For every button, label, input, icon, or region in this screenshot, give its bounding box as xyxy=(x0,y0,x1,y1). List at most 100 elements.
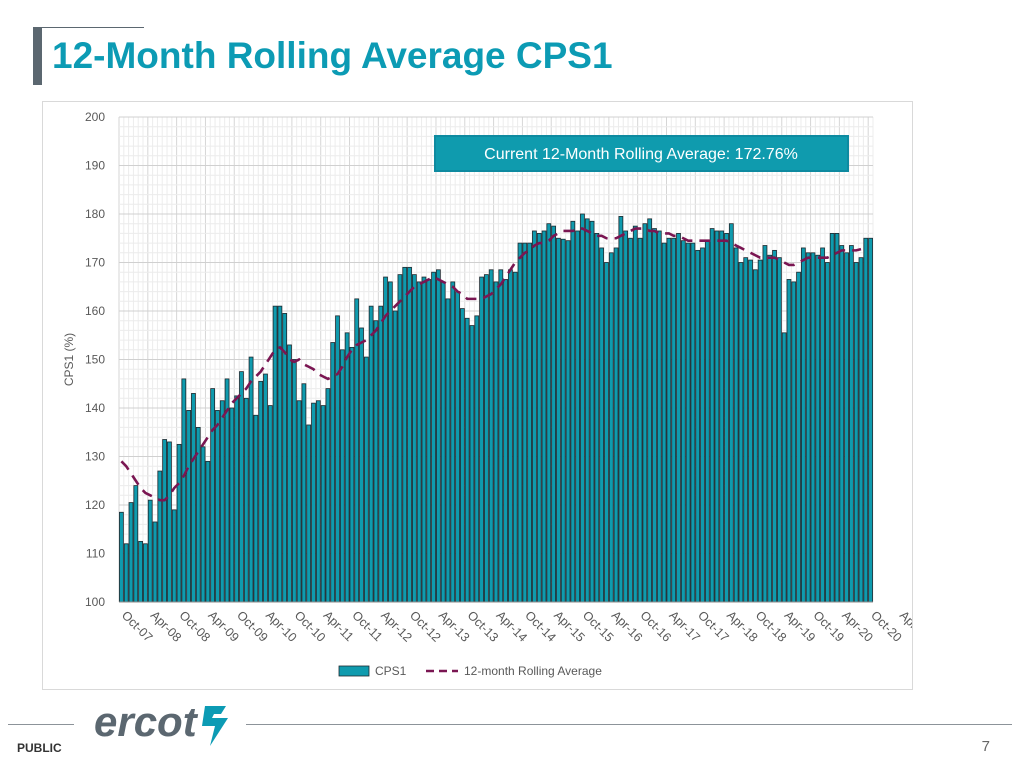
cps1-bar xyxy=(690,242,696,603)
x-tick-label: Oct-20 xyxy=(868,608,904,644)
cps1-bar xyxy=(488,269,494,603)
cps1-bar xyxy=(613,247,619,603)
cps1-bar xyxy=(685,242,691,603)
cps1-bar xyxy=(200,446,206,603)
x-tick-label: Oct-17 xyxy=(695,608,731,644)
cps1-bar xyxy=(479,276,484,603)
classification-label: PUBLIC xyxy=(17,741,62,755)
cps1-bar xyxy=(781,332,787,603)
cps1-bar xyxy=(263,373,268,603)
rolling-average-annotation: Current 12-Month Rolling Average: 172.76… xyxy=(434,135,849,172)
y-tick-label: 190 xyxy=(85,159,105,173)
cps1-bar xyxy=(589,220,595,603)
x-tick-label: Apr-17 xyxy=(666,608,702,644)
cps1-bar xyxy=(315,400,321,603)
x-tick-label: Oct-08 xyxy=(177,608,213,644)
x-tick-label: Oct-16 xyxy=(638,608,674,644)
legend-swatch-cps1 xyxy=(338,665,370,677)
page-number: 7 xyxy=(981,738,990,755)
x-tick-label: Apr-08 xyxy=(148,608,184,644)
cps1-bar xyxy=(724,232,729,603)
x-tick-label: Apr-14 xyxy=(493,608,529,644)
cps1-bar xyxy=(469,325,475,603)
cps1-bar xyxy=(805,252,811,603)
y-tick-label: 120 xyxy=(85,498,105,512)
x-tick-label: Apr-16 xyxy=(609,608,645,644)
x-tick-label: Oct-15 xyxy=(580,608,616,644)
cps1-bar xyxy=(584,218,590,603)
cps1-bar xyxy=(387,281,393,603)
cps1-bar xyxy=(748,259,753,603)
slide-title: 12-Month Rolling Average CPS1 xyxy=(52,35,613,76)
y-tick-label: 110 xyxy=(86,547,105,561)
cps1-bar xyxy=(849,245,854,603)
cps1-bar xyxy=(402,266,408,603)
cps1-bar xyxy=(796,271,801,603)
cps1-bar xyxy=(248,356,254,603)
cps1-bar xyxy=(728,223,734,603)
cps1-bar xyxy=(373,320,379,603)
title-accent-rule xyxy=(42,27,144,28)
x-tick-label: Apr-09 xyxy=(205,608,241,644)
ercot-logo: ercot xyxy=(94,700,228,746)
cps1-bar xyxy=(474,315,480,603)
y-tick-label: 170 xyxy=(85,256,105,270)
cps1-bar xyxy=(464,317,470,603)
cps1-bar xyxy=(392,310,398,603)
cps1-bar xyxy=(243,397,249,603)
cps1-bar xyxy=(157,470,163,603)
cps1-bar xyxy=(517,242,523,603)
cps1-bar xyxy=(503,279,508,603)
cps1-bar xyxy=(599,247,605,603)
cps1-bar xyxy=(267,405,273,603)
y-tick-label: 180 xyxy=(85,207,105,221)
cps1-bar xyxy=(330,342,336,603)
cps1-bar xyxy=(431,271,436,603)
cps1-bar xyxy=(311,402,316,603)
cps1-bar xyxy=(253,414,259,603)
cps1-bar xyxy=(176,443,182,603)
cps1-bar xyxy=(560,238,566,603)
cps1-bar xyxy=(618,216,624,603)
cps1-bar xyxy=(119,511,124,603)
cps1-bar xyxy=(527,242,532,603)
cps1-bar xyxy=(143,543,148,603)
cps1-bar xyxy=(575,230,581,603)
ercot-logo-text: ercot xyxy=(94,700,199,745)
cps1-bar xyxy=(210,388,216,603)
cps1-bar xyxy=(320,405,326,603)
cps1-bar xyxy=(604,262,609,603)
cps1-bar xyxy=(647,218,653,603)
cps1-bar xyxy=(450,281,456,603)
cps1-bar xyxy=(594,232,600,603)
cps1-bar xyxy=(167,441,172,603)
cps1-bar xyxy=(123,543,129,603)
cps1-bar xyxy=(704,240,710,603)
cps1-bar xyxy=(628,237,633,603)
cps1-bar xyxy=(421,276,427,603)
x-tick-label: Apr-18 xyxy=(724,608,760,644)
footer-divider-right xyxy=(246,724,1012,725)
cps1-bar xyxy=(440,281,446,603)
cps1-bar xyxy=(484,274,489,603)
cps1-bar xyxy=(152,521,158,603)
cps1-bar xyxy=(349,346,355,603)
cps1-bar xyxy=(191,393,196,603)
x-tick-label: Apr-20 xyxy=(839,608,875,644)
cps1-bar xyxy=(383,276,388,603)
cps1-bar xyxy=(215,410,220,603)
cps1-bar xyxy=(532,230,537,603)
cps1-bar xyxy=(272,305,278,603)
cps1-bar xyxy=(306,424,312,603)
cps1-bar xyxy=(863,237,869,603)
cps1-bar xyxy=(719,230,725,603)
cps1-bar xyxy=(714,230,720,603)
cps1-bar xyxy=(825,262,830,603)
x-tick-label: Apr-13 xyxy=(436,608,472,644)
chart-frame: 100 110 120 130 140 150 160 170 180 190 200 CPS1 (%… xyxy=(42,101,913,690)
cps1-bar xyxy=(282,313,288,603)
cps1-bar xyxy=(834,232,840,603)
footer-divider-left xyxy=(8,724,74,725)
cps1-bar xyxy=(810,252,816,603)
cps1-bar xyxy=(368,305,374,603)
